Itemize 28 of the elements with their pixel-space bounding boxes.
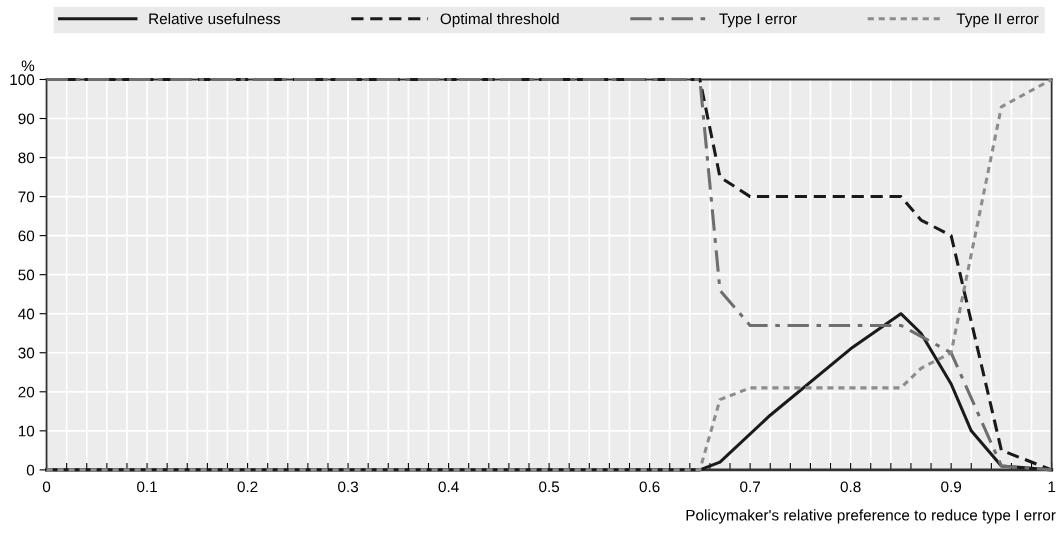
y-tick-label: 60	[18, 230, 35, 242]
x-tick-label: 0.3	[338, 481, 359, 493]
y-tick-label: 10	[18, 425, 35, 437]
legend-label: Optimal threshold	[440, 12, 559, 28]
legend-label: Relative usefulness	[149, 12, 281, 25]
x-tick-label: 1	[1048, 481, 1056, 493]
x-tick-label: 0.9	[941, 481, 962, 493]
y-tick-label: 90	[18, 113, 35, 125]
x-tick-label: 0.8	[840, 481, 861, 493]
x-tick-label: 0.7	[740, 481, 760, 493]
y-tick-label: 0	[26, 464, 35, 476]
x-tick-label: 0.1	[137, 481, 157, 493]
x-axis-title: Policymaker's relative preference to reduce type I error	[686, 509, 1056, 524]
x-tick-label: 0.6	[639, 481, 660, 493]
y-tick-label: 50	[18, 269, 35, 281]
x-tick-label: 0.2	[237, 481, 258, 493]
x-tick-label: 0.4	[438, 481, 459, 493]
legend-label: Type I error	[719, 13, 797, 28]
y-tick-label: 40	[18, 308, 35, 320]
y-tick-label: 100	[10, 74, 35, 86]
y-axis-title: %	[21, 60, 35, 72]
y-tick-label: 20	[18, 386, 35, 398]
x-tick-label: 0	[42, 481, 51, 493]
y-tick-label: 80	[18, 152, 35, 164]
y-tick-label: 70	[18, 191, 35, 203]
y-tick-label: 30	[18, 347, 35, 359]
x-tick-label: 0.5	[539, 481, 560, 493]
legend-label: Type II error	[956, 13, 1039, 28]
